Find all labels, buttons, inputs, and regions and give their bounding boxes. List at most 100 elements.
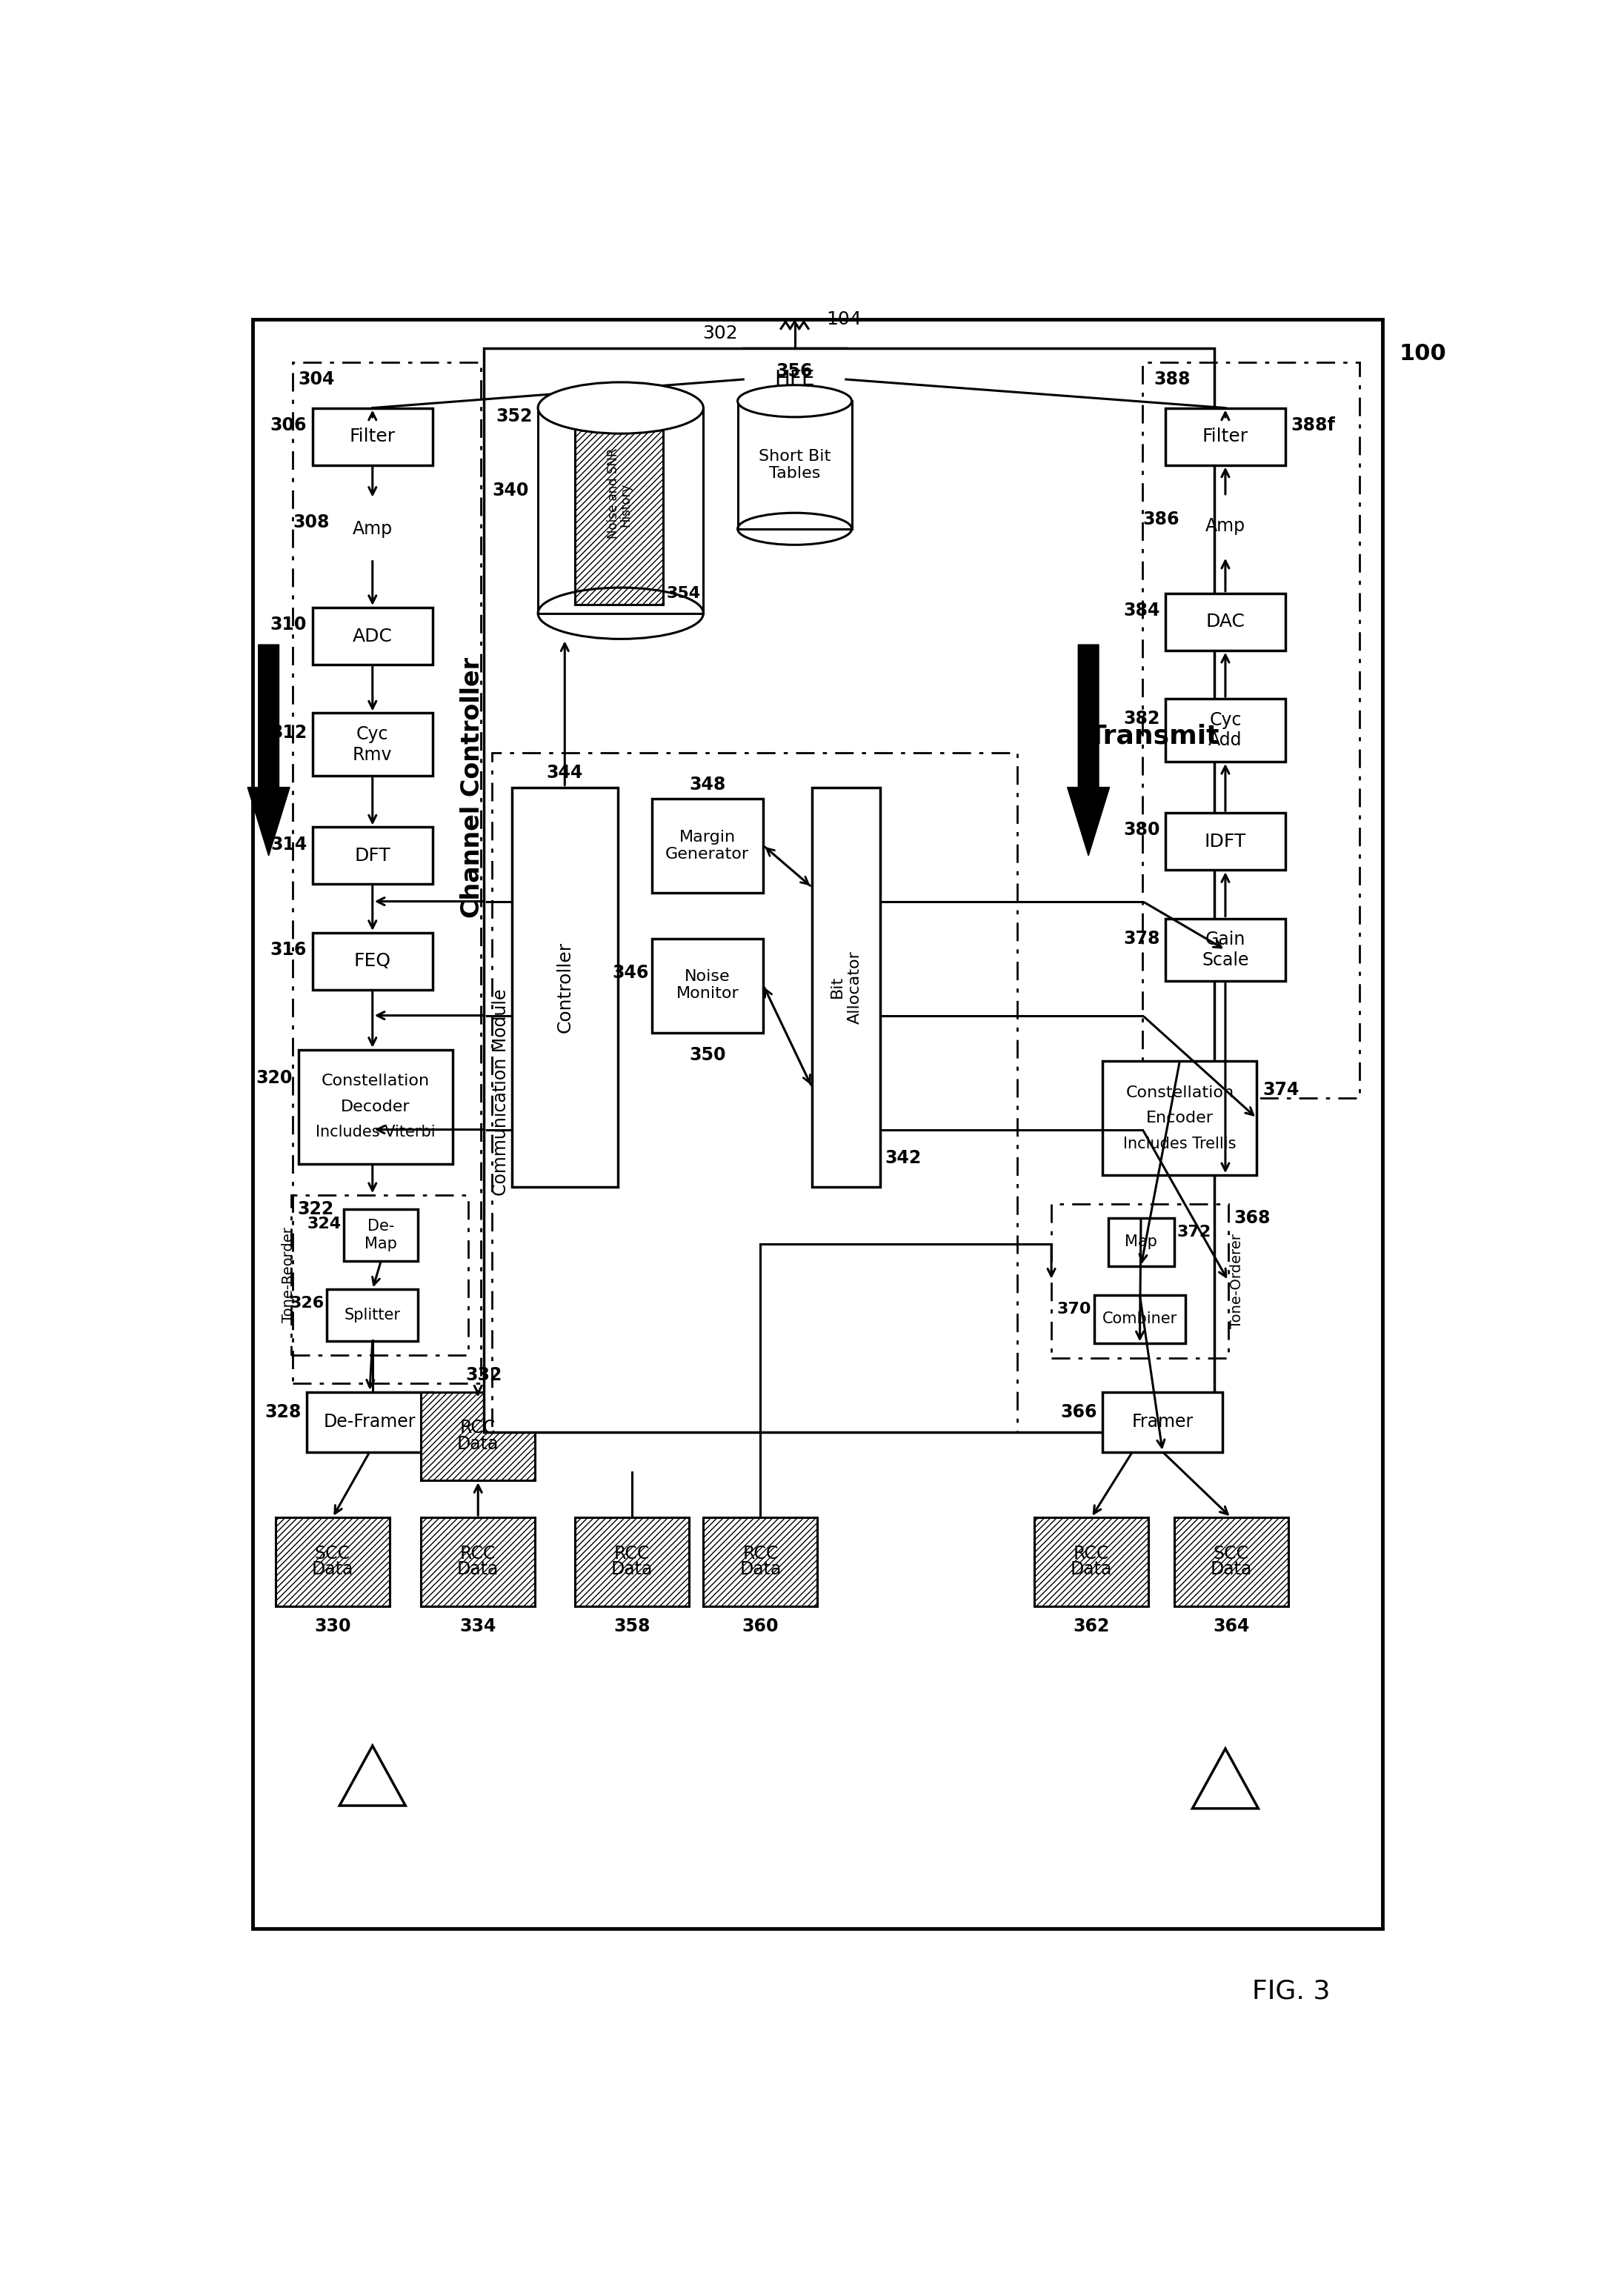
Text: 352: 352 [495, 408, 533, 424]
Text: 344: 344 [547, 764, 583, 783]
Text: 388f: 388f [1291, 415, 1335, 434]
Text: 380: 380 [1124, 822, 1160, 840]
Text: Gain
Scale: Gain Scale [1202, 931, 1249, 970]
Text: De-Framer: De-Framer [323, 1413, 416, 1431]
Text: Transmit: Transmit [1088, 723, 1220, 748]
Bar [421, 1392, 534, 1481]
Text: SCC: SCC [315, 1545, 351, 1563]
Bar [484, 347, 1215, 1433]
Text: Data: Data [456, 1561, 499, 1579]
Text: 322: 322 [297, 1200, 333, 1219]
Text: 348: 348 [689, 776, 726, 794]
Text: 316: 316 [270, 940, 307, 958]
Bar [1166, 593, 1285, 650]
Text: RCC: RCC [614, 1545, 650, 1563]
Bar [737, 402, 851, 529]
Text: 308: 308 [292, 513, 330, 532]
Bar [1095, 1294, 1186, 1344]
Text: Data: Data [1210, 1561, 1252, 1579]
Bar [1103, 1061, 1257, 1175]
Text: Data: Data [456, 1435, 499, 1454]
Bar [312, 607, 432, 664]
Text: 370: 370 [1057, 1303, 1091, 1317]
Bar [1034, 1518, 1148, 1607]
Text: Encoder: Encoder [1147, 1111, 1213, 1125]
Bar [276, 1518, 390, 1607]
Text: Communication Module: Communication Module [492, 988, 510, 1196]
Bar [512, 787, 617, 1187]
Text: 310: 310 [270, 616, 307, 634]
Text: Short Bit
Tables: Short Bit Tables [758, 450, 830, 482]
Text: Cyc
Rmv: Cyc Rmv [352, 726, 393, 764]
Text: Splitter: Splitter [344, 1308, 401, 1321]
Text: Amp: Amp [1205, 518, 1246, 534]
Bar [812, 787, 880, 1187]
Text: Cyc
Add: Cyc Add [1208, 712, 1242, 748]
Text: 332: 332 [466, 1367, 502, 1383]
Text: 104: 104 [827, 310, 861, 329]
Text: Combiner: Combiner [1103, 1312, 1177, 1326]
Text: 302: 302 [702, 324, 737, 342]
Ellipse shape [538, 381, 703, 434]
Text: 312: 312 [271, 723, 307, 742]
Text: 334: 334 [460, 1618, 497, 1634]
Text: History: History [619, 484, 632, 527]
Bar [1051, 1205, 1228, 1358]
Bar [492, 753, 1017, 1433]
Text: 326: 326 [289, 1296, 325, 1310]
Bar [1166, 812, 1285, 869]
Bar [291, 1196, 468, 1356]
Bar [421, 1392, 534, 1481]
Bar [651, 938, 763, 1031]
Text: 368: 368 [1234, 1209, 1270, 1228]
Text: Includes Trellis: Includes Trellis [1124, 1136, 1236, 1150]
Text: Noise
Monitor: Noise Monitor [676, 970, 739, 1002]
Polygon shape [247, 644, 289, 856]
Bar [421, 1518, 534, 1607]
Bar [292, 363, 481, 1383]
Text: Decoder: Decoder [341, 1100, 409, 1114]
Text: Map: Map [1125, 1235, 1158, 1248]
Text: Data: Data [1070, 1561, 1112, 1579]
Bar [575, 406, 664, 605]
Text: 374: 374 [1262, 1082, 1299, 1098]
Bar [651, 799, 763, 892]
Text: 346: 346 [612, 963, 650, 981]
Text: 354: 354 [666, 586, 700, 600]
Text: Filter: Filter [349, 427, 396, 445]
Text: Data: Data [312, 1561, 354, 1579]
Text: 372: 372 [1177, 1225, 1212, 1239]
Text: RCC: RCC [460, 1419, 495, 1438]
Bar [1166, 408, 1285, 466]
Bar [312, 408, 432, 466]
Text: Channel Controller: Channel Controller [460, 657, 484, 917]
Text: 330: 330 [313, 1618, 351, 1634]
Bar [575, 1518, 689, 1607]
Text: IDFT: IDFT [1205, 833, 1246, 851]
Text: Controller: Controller [555, 942, 573, 1031]
Bar [744, 347, 846, 411]
Text: 382: 382 [1124, 710, 1160, 728]
Text: DFT: DFT [354, 847, 390, 865]
Text: 366: 366 [1060, 1403, 1096, 1422]
Text: 388: 388 [1155, 370, 1190, 388]
Text: ADC: ADC [352, 628, 393, 646]
Text: 306: 306 [270, 415, 307, 434]
Bar [1174, 1518, 1288, 1607]
Text: De-
Map: De- Map [365, 1219, 398, 1251]
Text: 386: 386 [1143, 511, 1179, 527]
Text: Constellation: Constellation [1125, 1086, 1234, 1100]
Bar [703, 1518, 817, 1607]
Bar [575, 1518, 689, 1607]
Text: Margin
Generator: Margin Generator [666, 828, 749, 863]
Text: 384: 384 [1124, 602, 1160, 618]
Text: RCC: RCC [460, 1545, 495, 1563]
Bar [538, 408, 703, 614]
Text: Tone-Reorder: Tone-Reorder [281, 1228, 296, 1324]
Text: 328: 328 [265, 1403, 300, 1422]
Bar [421, 1518, 534, 1607]
Text: RCC: RCC [742, 1545, 778, 1563]
Text: FEQ: FEQ [354, 952, 391, 970]
Text: Noise and SNR: Noise and SNR [607, 447, 620, 539]
Bar [1109, 1219, 1174, 1267]
